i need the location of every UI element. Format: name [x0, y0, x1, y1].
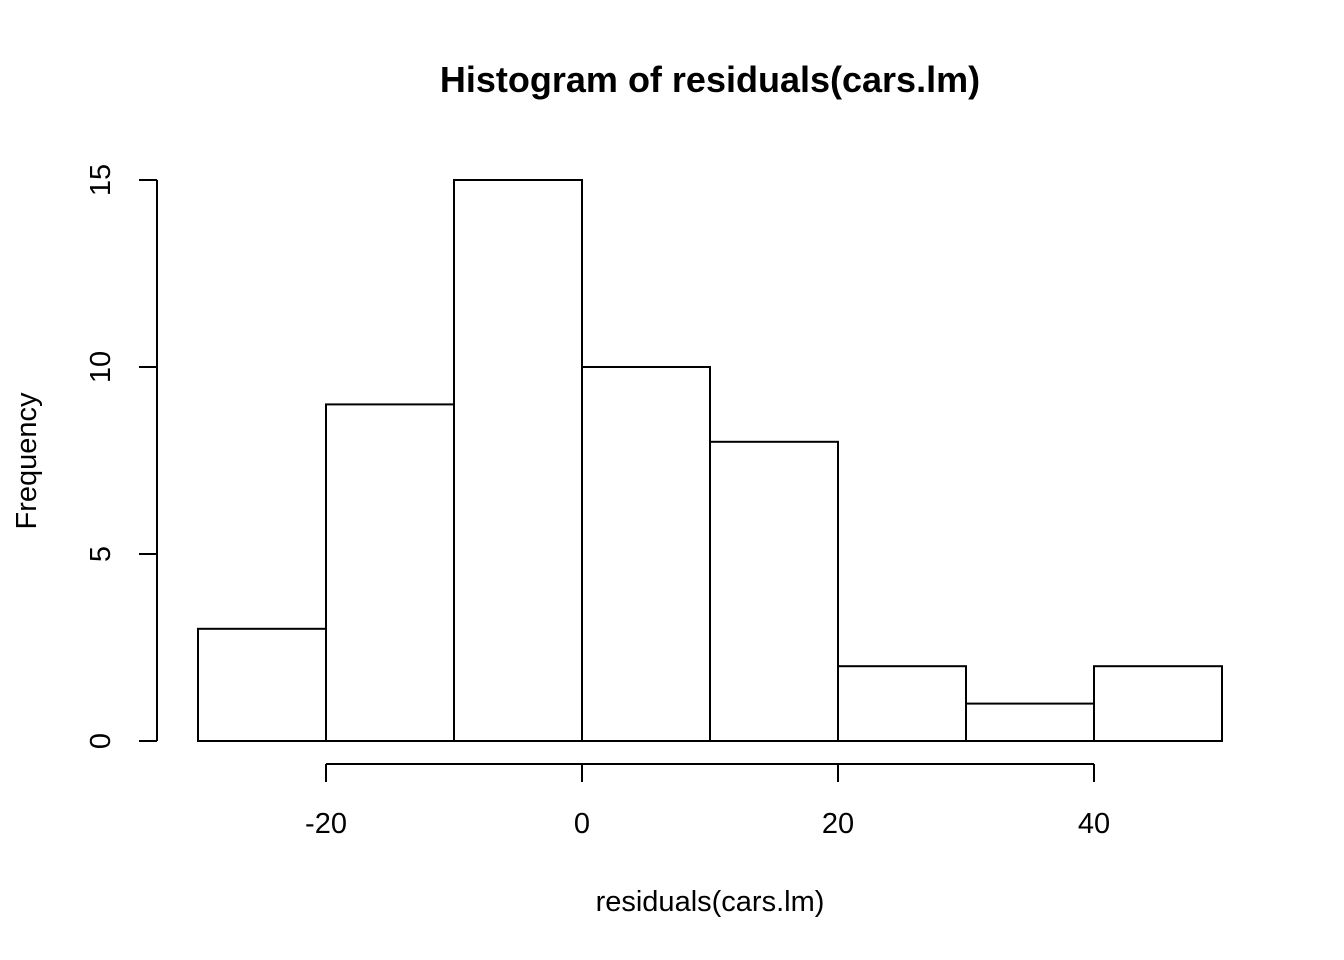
x-axis: -20 0 20 40 [305, 763, 1110, 840]
histogram-bar-0 [197, 627, 327, 742]
histogram-bar-7 [1093, 665, 1223, 743]
y-axis: 0 5 10 15 [85, 164, 158, 749]
histogram-bar-4 [709, 440, 839, 742]
histogram-bar-6 [965, 702, 1095, 742]
y-tick-label-2: 10 [85, 351, 117, 383]
chart-title: Histogram of residuals(cars.lm) [440, 59, 980, 100]
histogram-bar-5 [837, 665, 967, 743]
x-tick-label-1: 0 [574, 808, 590, 840]
histogram-bar-3 [581, 366, 711, 742]
x-tick-label-0: -20 [305, 808, 347, 840]
x-tick-label-2: 20 [822, 808, 854, 840]
bars-group [197, 179, 1223, 743]
x-tick-label-3: 40 [1078, 808, 1110, 840]
histogram-bar-2 [453, 179, 583, 742]
y-axis-label: Frequency [11, 392, 43, 530]
y-tick-label-0: 0 [85, 733, 117, 749]
histogram-bar-1 [325, 403, 455, 742]
x-axis-label: residuals(cars.lm) [596, 886, 825, 918]
y-tick-label-1: 5 [85, 546, 117, 562]
y-tick-label-3: 15 [85, 164, 117, 196]
